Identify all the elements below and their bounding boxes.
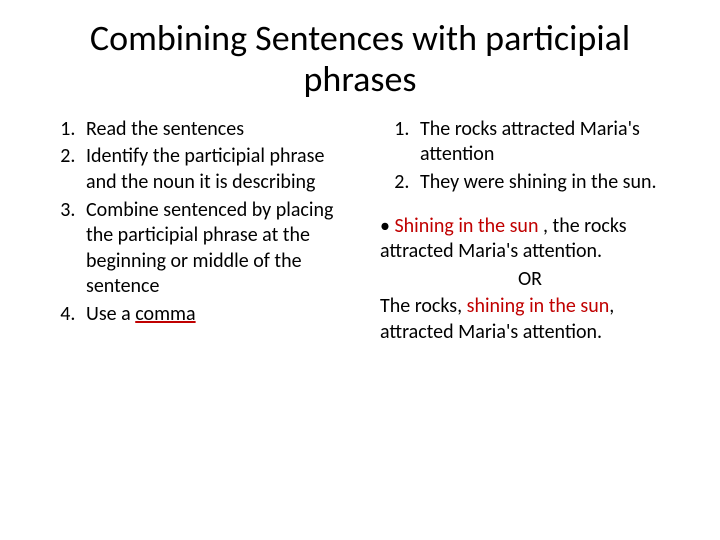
example-1: • Shining in the sun , the rocks attract… — [380, 214, 680, 265]
list-item: The rocks attracted Maria's attention — [414, 117, 680, 168]
list-item: They were shining in the sun. — [414, 170, 680, 196]
steps-list: Read the sentences Identify the particip… — [40, 117, 346, 328]
list-item-text: Use a — [86, 302, 135, 326]
examples-block: • Shining in the sun , the rocks attract… — [374, 214, 680, 346]
list-item: Use a comma — [80, 302, 346, 328]
example-sentences-list: The rocks attracted Maria's attention Th… — [374, 117, 680, 196]
list-item: Combine sentenced by placing the partici… — [80, 198, 346, 300]
highlighted-phrase: shining in the sun — [467, 294, 610, 318]
slide-title: Combining Sentences with participial phr… — [40, 18, 680, 101]
bullet-icon: • — [380, 214, 394, 238]
highlighted-phrase: Shining in the sun — [394, 214, 543, 238]
left-column: Read the sentences Identify the particip… — [40, 117, 346, 346]
or-separator: OR — [380, 267, 680, 293]
content-columns: Read the sentences Identify the particip… — [40, 117, 680, 346]
underlined-word: comma — [135, 302, 195, 326]
example-2: The rocks, shining in the sun, attracted… — [380, 294, 680, 345]
example-text: The rocks, — [380, 294, 467, 318]
right-column: The rocks attracted Maria's attention Th… — [374, 117, 680, 346]
list-item: Read the sentences — [80, 117, 346, 143]
list-item: Identify the participial phrase and the … — [80, 144, 346, 195]
